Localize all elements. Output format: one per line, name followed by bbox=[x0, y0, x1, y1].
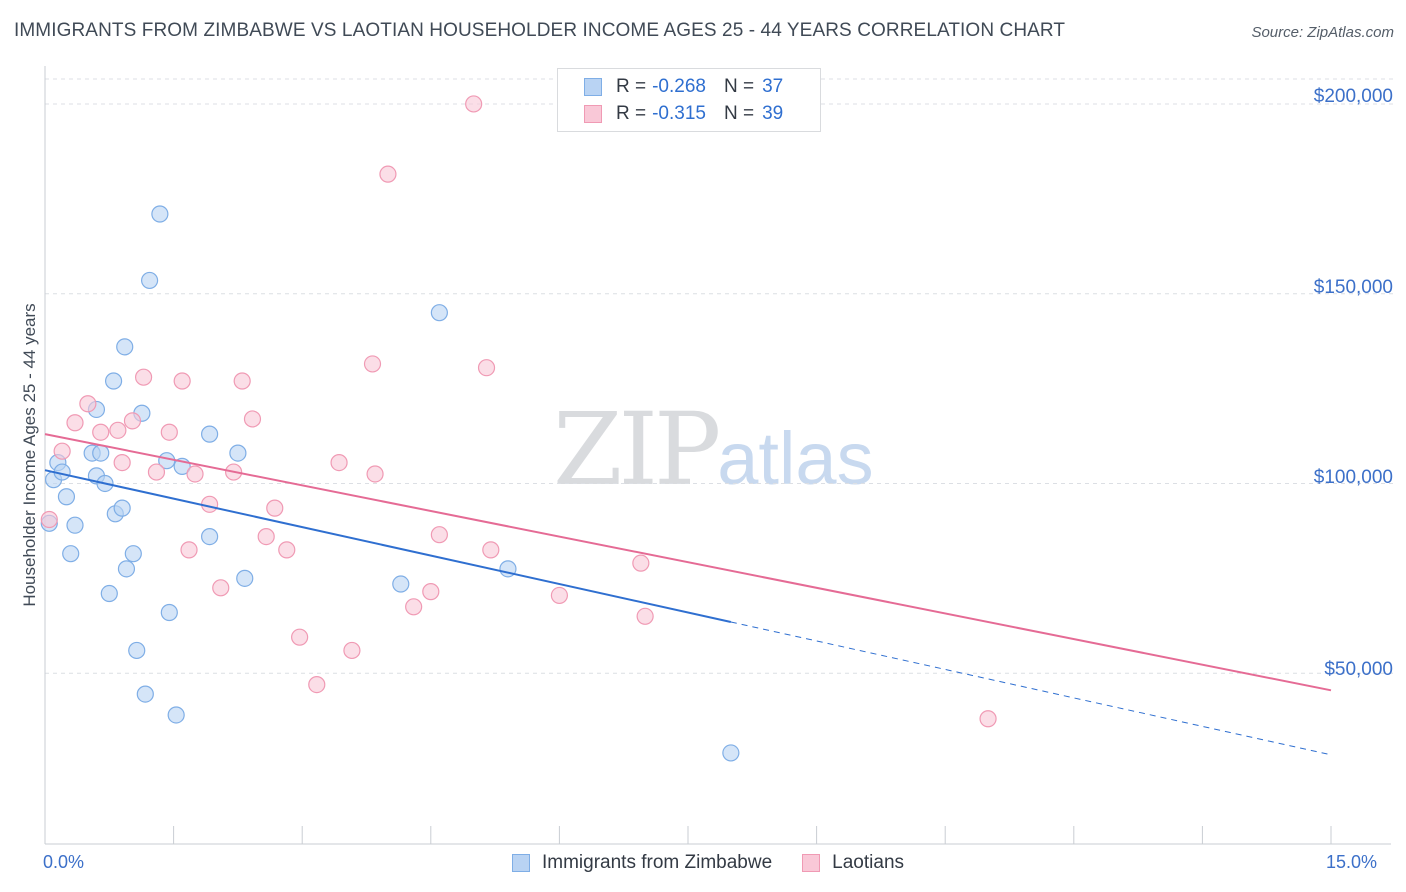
laotian-point bbox=[266, 499, 284, 517]
x-tick-label-min: 0.0% bbox=[43, 852, 85, 872]
zimbabwe-point bbox=[136, 685, 154, 703]
x-tick-label-max: 15.0% bbox=[1326, 852, 1378, 872]
laotian-point bbox=[109, 421, 127, 439]
laotian-point bbox=[79, 395, 97, 413]
legend: R = -0.268 N = 37 R = -0.315 N = 39 bbox=[557, 68, 821, 132]
legend-n-value: 39 bbox=[762, 103, 784, 124]
zimbabwe-point bbox=[201, 527, 219, 546]
zimbabwe-point bbox=[66, 516, 84, 534]
zimbabwe-point bbox=[722, 744, 740, 762]
y-tick-label: $150,000 bbox=[1313, 277, 1393, 298]
laotian-point bbox=[66, 414, 84, 432]
laotian-point bbox=[465, 95, 483, 113]
zimbabwe-point bbox=[104, 372, 123, 390]
laotian-point bbox=[160, 423, 178, 441]
laotian-point bbox=[278, 541, 296, 559]
laotian-point bbox=[330, 453, 348, 472]
laotian-point bbox=[477, 359, 496, 377]
y-tick-label: $100,000 bbox=[1313, 467, 1393, 488]
zimbabwe-point bbox=[92, 444, 110, 462]
bottom-legend-swatch-zimbabwe bbox=[512, 854, 530, 872]
zimbabwe-point bbox=[62, 545, 80, 563]
watermark-zip: ZIP bbox=[553, 391, 721, 508]
laotian-point bbox=[113, 453, 131, 472]
laotian-point bbox=[422, 583, 440, 601]
bottom-legend-item-zimbabwe: Immigrants from Zimbabwe bbox=[512, 852, 772, 874]
legend-r-value: -0.315 bbox=[652, 103, 706, 124]
watermark: ZIPatlas bbox=[553, 400, 874, 500]
bottom-legend-label: Immigrants from Zimbabwe bbox=[542, 852, 773, 873]
legend-row-zimbabwe: R = -0.268 N = 37 bbox=[584, 75, 783, 99]
laotian-point bbox=[308, 676, 326, 694]
zimbabwe-point bbox=[201, 425, 219, 443]
laotian-point bbox=[343, 641, 361, 660]
laotian-point bbox=[291, 628, 309, 646]
laotian-point bbox=[257, 527, 275, 546]
laotian-point bbox=[40, 510, 58, 529]
zimbabwe-point bbox=[151, 205, 169, 223]
zimbabwe-point bbox=[430, 304, 448, 322]
zimbabwe-point bbox=[167, 706, 185, 724]
laotian-point bbox=[233, 372, 251, 390]
laotian-point bbox=[363, 355, 382, 373]
chart-title: IMMIGRANTS FROM ZIMBABWE VS LAOTIAN HOUS… bbox=[14, 20, 1066, 41]
bottom-legend-swatch-laotians bbox=[802, 854, 821, 872]
zimbabwe-trend-line bbox=[44, 469, 732, 623]
laotian-point bbox=[180, 541, 198, 559]
laotian-point bbox=[173, 372, 191, 390]
zimbabwe-point bbox=[392, 575, 410, 593]
laotian-point bbox=[92, 423, 110, 441]
laotian-trend-line bbox=[44, 433, 1332, 692]
laotian-point bbox=[550, 586, 569, 605]
legend-swatch-zimbabwe bbox=[584, 78, 602, 96]
zimbabwe-point bbox=[113, 499, 131, 517]
legend-n-value: 37 bbox=[762, 76, 784, 97]
laotian-point bbox=[636, 607, 654, 625]
laotian-point bbox=[366, 465, 384, 483]
laotian-point bbox=[134, 368, 153, 386]
laotian-point bbox=[147, 463, 166, 481]
legend-swatch-laotians bbox=[584, 105, 602, 123]
bottom-legend-item-laotians: Laotians bbox=[802, 852, 904, 874]
zimbabwe-point bbox=[124, 545, 142, 563]
bottom-legend-label: Laotians bbox=[832, 852, 905, 873]
zimbabwe-point bbox=[128, 641, 146, 660]
legend-n-label: N = bbox=[723, 76, 755, 97]
laotian-point bbox=[482, 541, 500, 559]
y-tick-label: $200,000 bbox=[1313, 86, 1393, 107]
zimbabwe-trend-extension bbox=[730, 621, 1332, 756]
laotian-point bbox=[186, 465, 204, 483]
zimbabwe-point bbox=[116, 338, 134, 356]
laotian-point bbox=[123, 412, 142, 430]
source-label: Source: ZipAtlas.com bbox=[1251, 24, 1394, 41]
laotian-point bbox=[212, 579, 230, 597]
legend-r-label: R = bbox=[616, 103, 647, 124]
laotian-point bbox=[430, 526, 448, 544]
zimbabwe-point bbox=[100, 584, 118, 603]
legend-n-label: N = bbox=[723, 103, 755, 124]
zimbabwe-point bbox=[236, 569, 254, 587]
legend-row-laotians: R = -0.315 N = 39 bbox=[584, 102, 783, 126]
laotian-point bbox=[632, 554, 650, 572]
zimbabwe-point bbox=[57, 488, 76, 506]
bottom-legend: Immigrants from Zimbabwe Laotians bbox=[512, 852, 934, 874]
y-tick-label: $50,000 bbox=[1324, 659, 1393, 680]
legend-r-label: R = bbox=[616, 76, 647, 97]
laotian-point bbox=[243, 410, 262, 428]
legend-r-value: -0.268 bbox=[652, 76, 706, 97]
laotian-point bbox=[53, 442, 71, 460]
laotian-point bbox=[979, 710, 997, 728]
zimbabwe-point bbox=[160, 603, 178, 622]
laotian-point bbox=[379, 165, 397, 183]
laotian-point bbox=[405, 598, 423, 616]
zimbabwe-point bbox=[229, 444, 247, 462]
zimbabwe-point bbox=[117, 560, 136, 578]
laotian-point bbox=[201, 495, 219, 513]
zimbabwe-point bbox=[140, 271, 159, 290]
